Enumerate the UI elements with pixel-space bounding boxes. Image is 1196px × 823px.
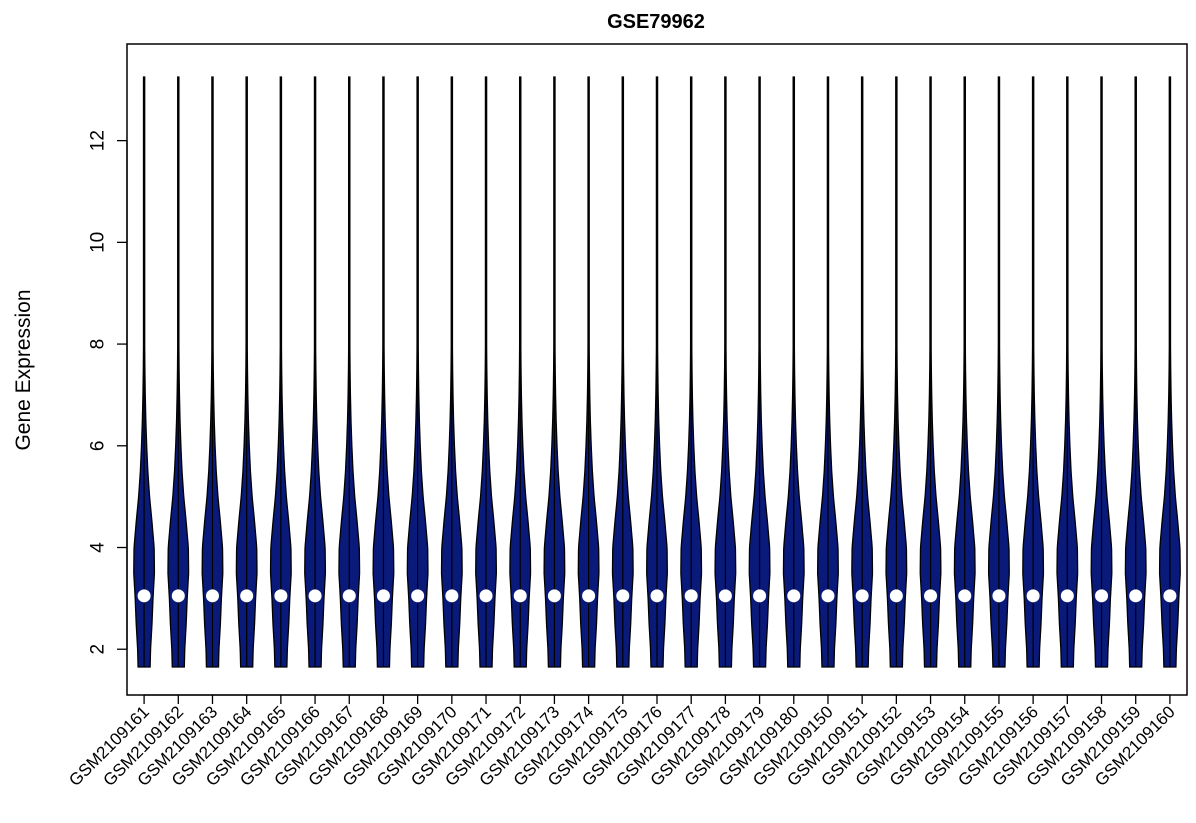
y-axis-label: Gene Expression <box>12 289 35 450</box>
median-point <box>205 589 219 603</box>
violin-GSM2109155 <box>987 76 1010 668</box>
median-point <box>821 589 835 603</box>
median-point <box>650 589 664 603</box>
violin-GSM2109160 <box>1158 76 1181 668</box>
median-point <box>718 589 732 603</box>
y-tick-label: 12 <box>88 130 109 151</box>
median-point <box>684 589 698 603</box>
median-point <box>855 589 869 603</box>
median-point <box>1026 589 1040 603</box>
median-point <box>1163 589 1177 603</box>
violin-GSM2109170 <box>440 76 463 668</box>
median-point <box>411 589 425 603</box>
violin-GSM2109175 <box>611 76 634 668</box>
violin-GSM2109174 <box>577 76 600 668</box>
median-point <box>787 589 801 603</box>
violin-GSM2109162 <box>167 76 190 668</box>
violin-GSM2109169 <box>406 76 429 668</box>
median-point <box>445 589 459 603</box>
median-point <box>137 589 151 603</box>
violin-GSM2109151 <box>851 76 874 668</box>
violin-GSM2109173 <box>543 76 566 668</box>
violin-GSM2109158 <box>1090 76 1113 668</box>
median-point <box>171 589 185 603</box>
y-axis: 2 4 6 8 10 12 <box>88 130 128 655</box>
y-tick-label: 8 <box>88 339 109 350</box>
median-point <box>924 589 938 603</box>
median-point <box>547 589 561 603</box>
median-point <box>889 589 903 603</box>
violin-GSM2109168 <box>372 76 395 668</box>
median-point <box>958 589 972 603</box>
median-point <box>992 589 1006 603</box>
violin-GSM2109152 <box>885 76 908 668</box>
median-point <box>616 589 630 603</box>
y-tick-label: 2 <box>88 644 109 655</box>
violin-GSM2109156 <box>1022 76 1045 668</box>
y-tick-label: 4 <box>88 542 109 553</box>
violin-GSM2109163 <box>201 76 224 668</box>
chart-title: GSE79962 <box>607 11 705 33</box>
violin-GSM2109171 <box>475 76 497 668</box>
violin-GSM2109176 <box>646 76 668 668</box>
median-point <box>274 589 288 603</box>
median-point <box>753 589 767 603</box>
violin-GSM2109165 <box>269 76 292 668</box>
violin-GSM2109180 <box>782 76 805 668</box>
violin-GSM2109150 <box>817 76 839 668</box>
y-tick-label: 10 <box>88 232 109 253</box>
violin-GSM2109161 <box>133 76 156 668</box>
median-point <box>1095 589 1109 603</box>
median-point <box>376 589 390 603</box>
median-point <box>513 589 527 603</box>
violin-GSM2109153 <box>919 76 942 668</box>
median-point <box>342 589 356 603</box>
median-point <box>479 589 493 603</box>
violin-GSM2109157 <box>1056 76 1079 668</box>
median-point <box>308 589 322 603</box>
median-point <box>1060 589 1074 603</box>
median-point <box>582 589 596 603</box>
violin-GSM2109179 <box>748 76 771 668</box>
violin-GSM2109159 <box>1124 76 1147 668</box>
y-tick-label: 6 <box>88 441 109 452</box>
violin-GSM2109177 <box>680 76 703 668</box>
x-axis: GSM2109161GSM2109162GSM2109163GSM2109164… <box>65 694 1179 790</box>
violins-group <box>133 76 1181 668</box>
median-point <box>1129 589 1143 603</box>
median-point <box>240 589 254 603</box>
violin-GSM2109166 <box>304 76 327 668</box>
violin-GSM2109178 <box>714 76 737 668</box>
violin-GSM2109167 <box>338 76 361 668</box>
violin-GSM2109154 <box>953 76 976 668</box>
violin-GSM2109172 <box>509 76 532 668</box>
violin-GSM2109164 <box>235 76 258 668</box>
